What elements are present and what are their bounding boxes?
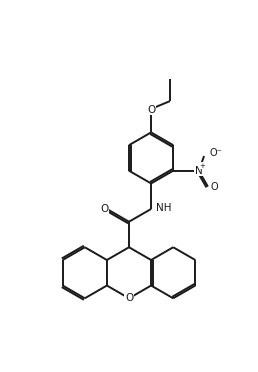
Text: O⁻: O⁻ xyxy=(209,148,222,158)
Text: NH: NH xyxy=(156,203,171,213)
Text: +: + xyxy=(200,163,205,169)
Text: O: O xyxy=(211,182,218,192)
Text: O: O xyxy=(125,293,133,303)
Text: O: O xyxy=(100,204,108,214)
Text: N: N xyxy=(195,166,203,176)
Text: O: O xyxy=(147,105,155,115)
